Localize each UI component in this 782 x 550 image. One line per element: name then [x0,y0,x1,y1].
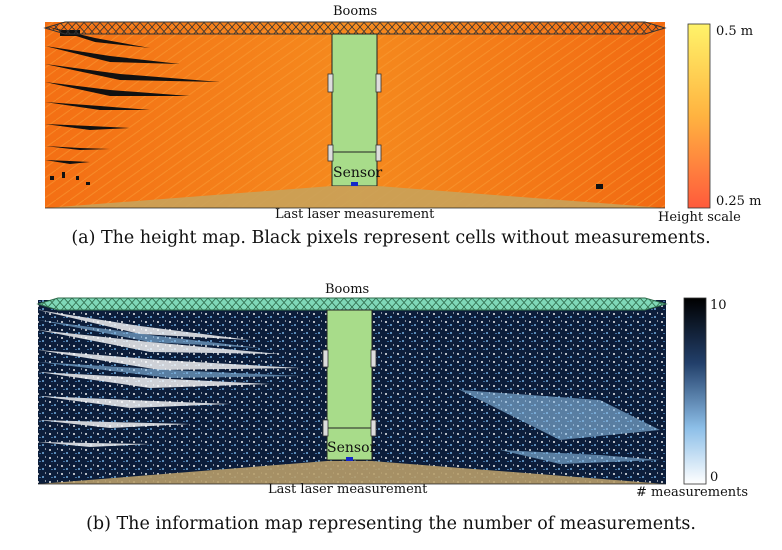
sensor-label: Sensor [333,165,383,181]
height-colorbar [687,23,711,209]
colorbar-min-label: 0.25 m [716,194,762,209]
colorbar-min-label: 0 [710,470,719,485]
sparse-cells [38,310,300,447]
booms [36,297,668,311]
colorbar-max-label: 10 [710,298,727,313]
ground-region [38,461,666,484]
tractor-cab [331,33,378,187]
colorbar-title: Height scale [658,210,741,225]
measurement-colorbar [683,297,707,485]
colorbar-title: # measurements [636,485,749,500]
booms-label: Booms [325,282,370,297]
booms [43,21,667,35]
ground-region [45,186,665,208]
figure-a: Booms Sensor Last laser measurement 0.5 … [0,0,782,248]
caption-b: (b) The information map representing the… [86,514,696,534]
tractor-cab [326,309,373,461]
sensor-marker [346,457,353,461]
sensor-marker [351,182,358,186]
figure-b: Booms Sensor Last laser measurement 10 0… [0,280,782,510]
sensor-label: Sensor [327,440,377,456]
colorbar-max-label: 0.5 m [716,24,754,39]
caption-a: (a) The height map. Black pixels represe… [71,228,711,248]
height-map-graphic [43,21,711,209]
booms-label: Booms [333,4,378,19]
last-laser-label: Last laser measurement [268,482,428,497]
information-map-graphic [36,297,707,485]
last-laser-label: Last laser measurement [275,207,435,222]
